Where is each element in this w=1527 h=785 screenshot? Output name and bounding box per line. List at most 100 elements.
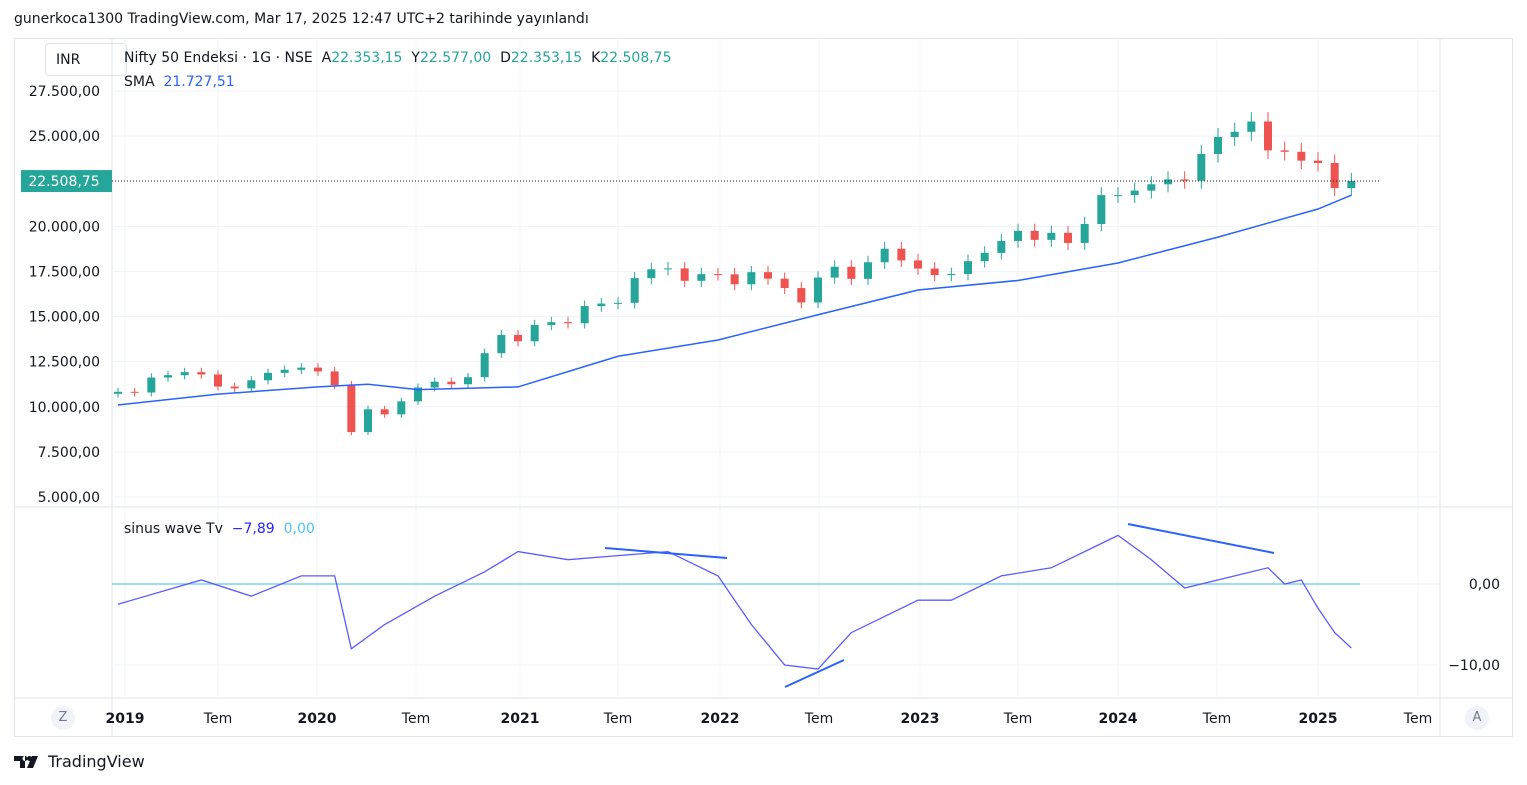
candle-body: [1347, 181, 1356, 189]
y-tick-label: 10.000,00: [29, 400, 100, 416]
x-tick-label: Tem: [1403, 711, 1432, 727]
candle-body: [264, 372, 272, 381]
y-tick-label: 20.000,00: [29, 219, 100, 235]
x-tick-label: 2021: [501, 711, 540, 727]
sma-legend: SMA 21.727,51: [124, 74, 235, 90]
candle-body: [1047, 232, 1056, 240]
chart-frame[interactable]: INR: [14, 38, 1513, 737]
y-tick-label: 15.000,00: [29, 310, 100, 326]
candle-body: [1214, 137, 1222, 154]
candle-body: [214, 374, 222, 387]
candle-body: [664, 268, 672, 270]
candle-body: [997, 240, 1006, 253]
x-tick-label: Tem: [203, 711, 232, 727]
candle-body: [680, 268, 689, 281]
y-tick-label: 25.000,00: [29, 129, 100, 145]
symbol-title: Nifty 50 Endeksi · 1G · NSE: [124, 50, 313, 66]
x-tick-label: 2019: [106, 711, 145, 727]
candle-body: [247, 380, 256, 389]
osc-value: −7,89: [231, 521, 275, 537]
candle-body: [180, 372, 189, 376]
candle-body: [897, 248, 906, 261]
high-value: 22.577,00: [419, 50, 492, 66]
candle-body: [464, 377, 472, 385]
candle-body: [697, 274, 706, 281]
logo-text: TradingView: [48, 752, 145, 771]
candle-body: [1114, 195, 1122, 197]
candle-body: [1280, 150, 1289, 152]
candle-body: [964, 261, 972, 274]
low-label: D: [500, 50, 511, 66]
candle-body: [764, 272, 772, 279]
candle-body: [447, 381, 456, 385]
auto-scale-button[interactable]: A: [1465, 706, 1489, 730]
osc-line: [117, 534, 1352, 670]
candle-body: [614, 302, 622, 304]
candle-body: [847, 266, 856, 279]
zoom-button[interactable]: Z: [51, 706, 75, 730]
candle-body: [980, 252, 989, 262]
y-tick-label: 12.500,00: [29, 355, 100, 371]
y-tick-label: 7.500,00: [38, 445, 100, 461]
osc-legend: sinus wave Tv −7,89 0,00: [124, 521, 315, 537]
x-tick-label: Tem: [1202, 711, 1231, 727]
close-label: K: [591, 50, 601, 66]
candle-body: [714, 274, 722, 276]
candle-body: [330, 371, 339, 386]
low-value: 22.353,15: [510, 50, 583, 66]
candle-body: [1297, 151, 1306, 161]
sma-label: SMA: [124, 74, 155, 90]
osc-tick-label: 0,00: [1469, 577, 1500, 593]
candle-body: [1314, 160, 1322, 163]
candle-body: [1230, 131, 1239, 138]
candle-body: [164, 375, 172, 378]
y-tick-label: 5.000,00: [38, 490, 100, 506]
open-label: A: [321, 50, 332, 66]
x-tick-label: Tem: [603, 711, 632, 727]
candle-body: [780, 278, 789, 289]
tradingview-logo-icon: [14, 755, 38, 768]
candle-body: [314, 367, 322, 372]
candle-body: [730, 274, 739, 285]
candle-body: [297, 367, 306, 370]
candle-body: [1030, 230, 1039, 240]
tradingview-logo[interactable]: TradingView: [14, 752, 145, 771]
candle-body: [947, 273, 956, 276]
close-value: 22.508,75: [600, 50, 672, 66]
y-tick-label: 17.500,00: [29, 264, 100, 280]
x-tick-label: Tem: [804, 711, 833, 727]
candle-body: [914, 260, 922, 269]
candle-body: [530, 325, 539, 342]
trendline-drawing: [1127, 523, 1275, 554]
candle-body: [547, 322, 556, 326]
x-tick-label: 2023: [901, 711, 940, 727]
candle-body: [347, 385, 356, 433]
candle-body: [497, 334, 506, 354]
trendline-drawing: [604, 547, 728, 559]
trendline-drawing: [784, 659, 845, 688]
candle-body: [814, 277, 822, 303]
x-tick-label: 2020: [298, 711, 337, 727]
candle-body: [930, 268, 939, 276]
candle-body: [114, 391, 122, 394]
currency-label[interactable]: INR: [45, 43, 127, 76]
x-tick-label: 2025: [1299, 711, 1338, 727]
candle-body: [147, 377, 156, 393]
last-price-box: [21, 170, 112, 193]
publish-info: gunerkoca1300 TradingView.com, Mar 17, 2…: [14, 11, 589, 27]
candle-body: [397, 401, 406, 415]
sma-value: 21.727,51: [163, 74, 235, 90]
candle-body: [797, 288, 806, 303]
candle-body: [514, 334, 522, 342]
candle-body: [1180, 179, 1189, 181]
candle-body: [430, 381, 439, 388]
candle-body: [564, 322, 572, 324]
y-tick-label: 27.500,00: [29, 84, 100, 100]
sma-line: [117, 194, 1352, 406]
candle-body: [280, 369, 289, 373]
candle-body: [1247, 121, 1256, 132]
candle-body: [1147, 184, 1156, 191]
candle-body: [1164, 179, 1172, 185]
high-label: Y: [411, 50, 420, 66]
